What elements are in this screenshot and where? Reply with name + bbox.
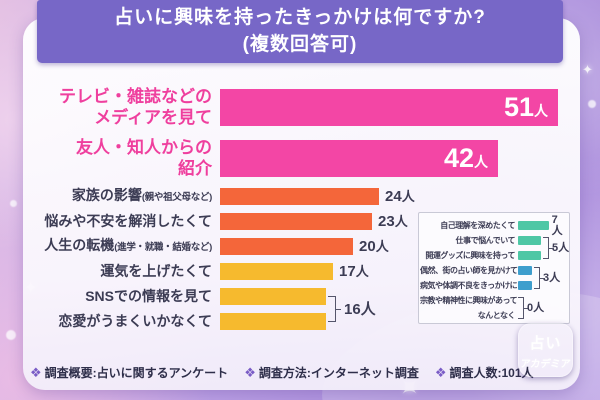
sub-chart-row: 仕事で悩んでいて — [420, 233, 568, 248]
chart-row: 人生の転機(進学・就職・結婚など) 20人 — [30, 237, 575, 255]
bar — [220, 263, 333, 280]
logo-line-2: アカデミア — [519, 359, 572, 370]
sub-bar-label: 自己理解を深めたくて — [440, 221, 515, 230]
bar-label: 友人・知人からの 紹介 — [76, 138, 212, 178]
bar-label-note: (親や祖父母など) — [141, 192, 212, 203]
value-bracket — [518, 297, 529, 319]
diamond-icon: ❖ — [244, 365, 256, 380]
sub-bar-label: なんとなく — [477, 311, 516, 320]
footer-item: ❖ 調査方法:インターネット調査 — [244, 364, 419, 381]
survey-footer: ❖ 調査概要:占いに関するアンケート ❖ 調査方法:インターネット調査 ❖ 調査… — [30, 364, 550, 381]
bar-value: 7人 — [551, 213, 563, 237]
bar-label: 悩みや不安を解消したくて — [44, 213, 212, 229]
chart-row: 運気を上げたくて 17人 — [30, 263, 575, 280]
sub-bar-label: 仕事で悩んでいて — [455, 236, 516, 245]
bar — [518, 236, 541, 245]
bar-value: 23人 — [378, 213, 408, 230]
bar — [518, 266, 532, 275]
sub-chart-row: 宗教や精神性に興味があって — [420, 293, 568, 308]
sub-chart-row: 偶然、街の占い師を見かけて — [420, 263, 568, 278]
footer-item: ❖ 調査概要:占いに関するアンケート — [30, 364, 228, 381]
bar — [518, 251, 541, 260]
chart-row: 悩みや不安を解消したくて 23人 — [30, 213, 575, 230]
sub-bar-label: 開運グッズに興味を持って — [425, 251, 515, 260]
sub-bar-chart: 自己理解を深めたくて 7人仕事で悩んでいて開運グッズに興味を持って 偶然、街の占い師… — [420, 214, 568, 323]
chart-title: 占いに興味を持ったきっかけは何ですか? (複数回答可) — [37, 0, 563, 63]
footer-item: ❖ 調査人数:101人 — [435, 364, 534, 381]
sub-bar-label: 宗教や精神性に興味があって — [420, 296, 518, 305]
sparkle-icon: ✦ — [582, 62, 593, 77]
value-bracket — [328, 296, 341, 322]
chart-row: SNSでの情報を見て — [30, 288, 575, 305]
bar — [220, 213, 372, 230]
bracket-value: 0人 — [527, 302, 545, 314]
sub-chart-row: 自己理解を深めたくて 7人 — [420, 214, 568, 236]
bar-label: 運気を上げたくて — [100, 263, 212, 279]
title-line-1: 占いに興味を持ったきっかけは何ですか? — [114, 7, 486, 28]
value-bracket — [543, 237, 554, 259]
bar: 42人 — [220, 139, 498, 177]
diamond-icon: ❖ — [434, 365, 447, 380]
bar-value: 17人 — [339, 263, 369, 280]
bar-label: 恋愛がうまくいかなくて — [58, 313, 212, 329]
bar — [518, 281, 532, 290]
bar — [518, 221, 549, 230]
sub-bar-label: 偶然、街の占い師を見かけて — [420, 266, 518, 275]
bokeh-dot — [588, 100, 596, 108]
bar-value: 42人 — [443, 142, 488, 173]
bar-value: 24人 — [385, 188, 415, 205]
bar-label: 家族の影響(親や祖父母など) — [71, 187, 212, 203]
bokeh-dot — [10, 200, 17, 207]
bar-label: SNSでの情報を見て — [85, 288, 212, 304]
bokeh-dot — [6, 330, 16, 340]
footer-survey-overview: 調査概要:占いに関するアンケート — [44, 366, 229, 380]
bar-value: 51人 — [503, 91, 548, 122]
bar — [220, 288, 326, 305]
bar — [220, 313, 326, 330]
sub-chart-row: 病気や体調不良をきっかけに — [420, 278, 568, 293]
chart-row: 友人・知人からの 紹介 42人 — [30, 137, 575, 179]
sub-chart-box — [418, 212, 570, 324]
uranai-academia-logo: 占い アカデミア — [518, 323, 573, 377]
bar-value: 20人 — [359, 238, 389, 255]
bracket-value: 16人 — [344, 301, 376, 318]
bracket-value: 3人 — [543, 272, 561, 284]
bar — [220, 188, 379, 205]
sub-bar-label: 病気や体調不良をきっかけに — [420, 281, 518, 290]
chart-row: 恋愛がうまくいかなくて — [30, 313, 575, 330]
bar-label: 人生の転機(進学・就職・結婚など) — [44, 237, 212, 253]
title-line-2: (複数回答可) — [242, 34, 358, 55]
bar-label-note: (進学・就職・結婚など) — [114, 242, 212, 253]
diamond-icon: ❖ — [30, 365, 42, 380]
sub-chart-row: 開運グッズに興味を持って — [420, 248, 568, 263]
logo-line-1: 占い — [529, 335, 562, 352]
sub-chart-row: なんとなく — [420, 308, 568, 323]
bar-label: テレビ・雑誌などの メディアを見て — [59, 87, 212, 127]
bar — [220, 238, 353, 255]
main-bar-chart: テレビ・雑誌などの メディアを見て 51人友人・知人からの 紹介 42人家族の影響(親や… — [30, 86, 575, 338]
bracket-value: 5人 — [552, 242, 570, 254]
value-bracket — [534, 267, 545, 289]
chart-row: テレビ・雑誌などの メディアを見て 51人 — [30, 86, 575, 128]
footer-survey-count: 調査人数:101人 — [449, 366, 534, 380]
bar: 51人 — [220, 88, 558, 126]
footer-survey-method: 調査方法:インターネット調査 — [258, 366, 419, 380]
chart-row: 家族の影響(親や祖父母など) 24人 — [30, 187, 575, 205]
